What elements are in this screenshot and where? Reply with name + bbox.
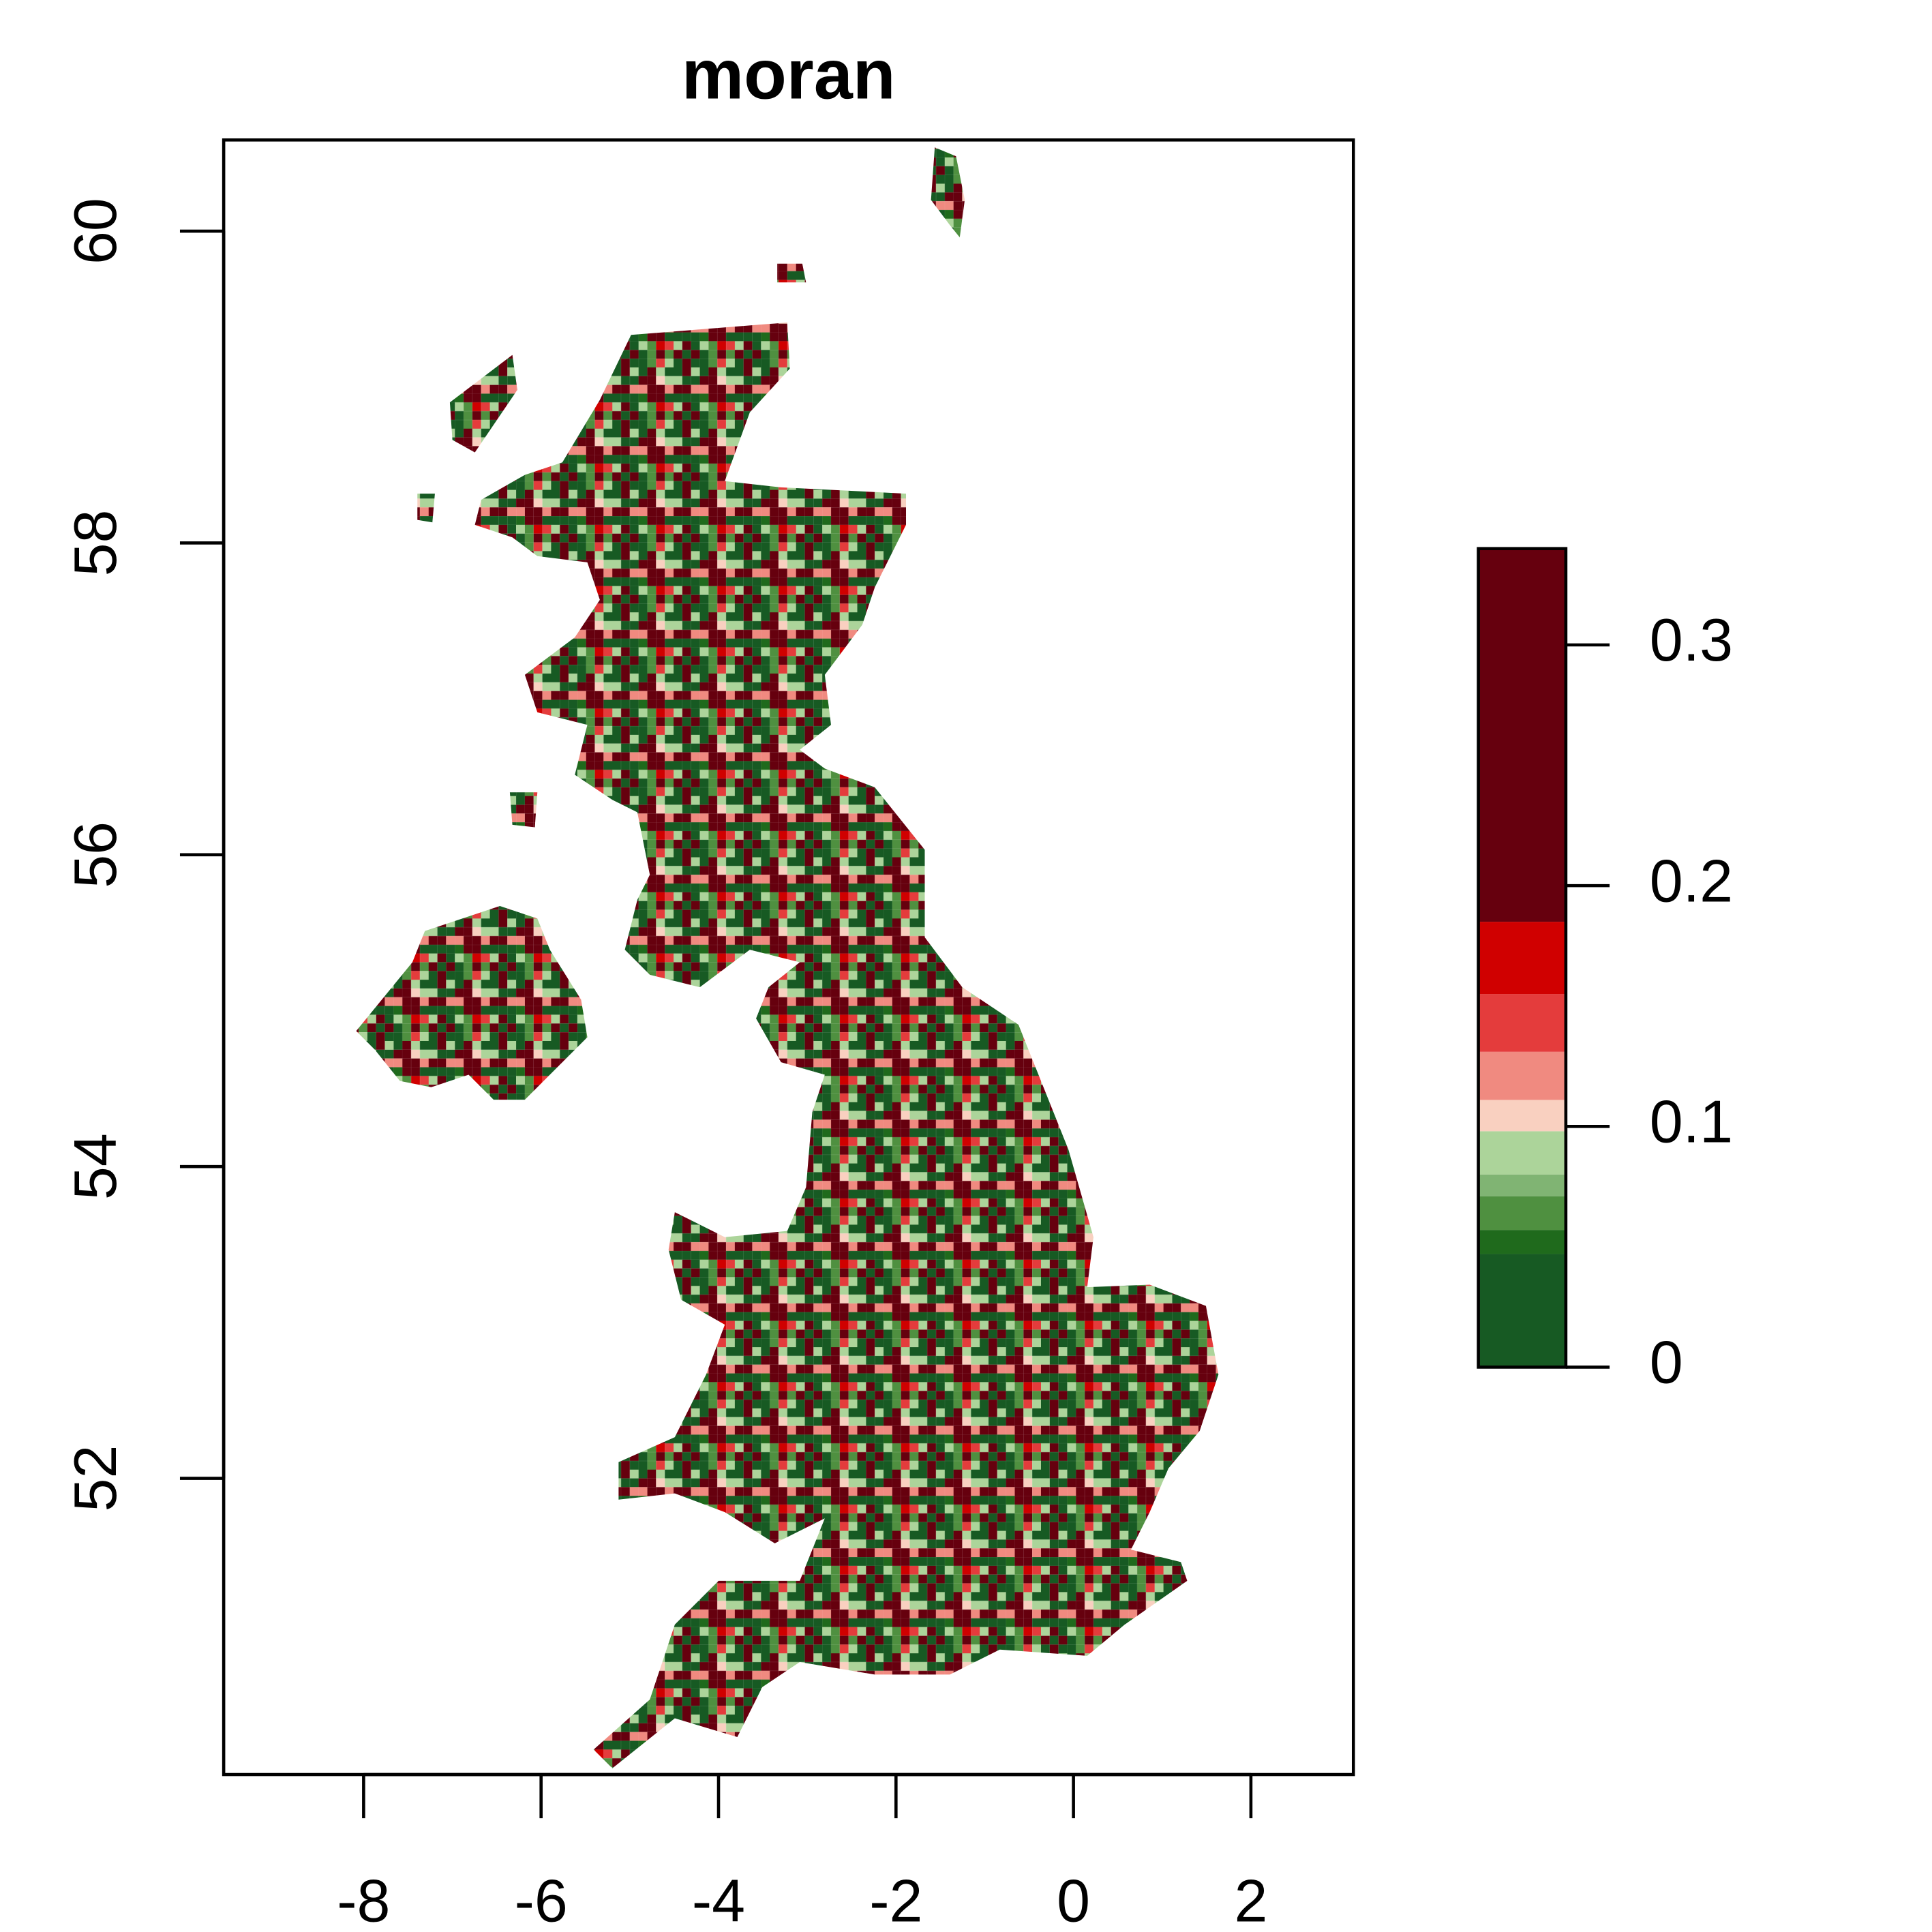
colorbar-segment — [1478, 1230, 1566, 1254]
outer-hebrides — [449, 354, 517, 453]
colorbar-segment — [1478, 1196, 1566, 1231]
chart-title: moran — [682, 35, 896, 113]
colorbar: 0 0.1 0.2 0.3 — [1477, 547, 1733, 1396]
colorbar-tick-label: 0.3 — [1650, 606, 1733, 674]
colorbar-segment — [1478, 1174, 1566, 1196]
northern-ireland — [356, 906, 588, 1100]
colorbar-tick-label: 0.2 — [1650, 847, 1733, 914]
colorbar-segment — [1478, 1254, 1566, 1368]
axes: -8 -6 -4 -2 0 2 52 54 56 58 60 — [61, 198, 1268, 1932]
y-tick-label: 60 — [61, 198, 129, 265]
colorbar-segment — [1478, 1051, 1566, 1100]
island — [509, 792, 538, 828]
x-tick-label: -2 — [869, 1867, 922, 1932]
x-tick-label: 2 — [1234, 1867, 1267, 1932]
shetland — [931, 147, 965, 238]
x-tick-label: -6 — [515, 1867, 568, 1932]
colorbar-segment — [1478, 994, 1566, 1052]
colorbar-segment — [1478, 1131, 1566, 1175]
x-tick-label: -8 — [337, 1867, 390, 1932]
y-tick-label: 56 — [61, 821, 129, 888]
map — [356, 147, 1219, 1768]
x-tick-label: 0 — [1057, 1867, 1090, 1932]
great-britain — [474, 322, 1219, 1768]
colorbar-segment — [1478, 1100, 1566, 1132]
x-tick-label: -4 — [692, 1867, 745, 1932]
y-tick-label: 58 — [61, 510, 129, 577]
colorbar-frame — [1477, 547, 1568, 1369]
y-tick-label: 54 — [61, 1133, 129, 1200]
colorbar-tick-label: 0 — [1650, 1329, 1683, 1396]
orkney — [777, 263, 806, 283]
y-tick-label: 52 — [61, 1445, 129, 1512]
island — [417, 494, 435, 523]
colorbar-segment — [1478, 548, 1566, 922]
colorbar-tick-label: 0.1 — [1650, 1088, 1733, 1156]
colorbar-segment — [1478, 922, 1566, 995]
